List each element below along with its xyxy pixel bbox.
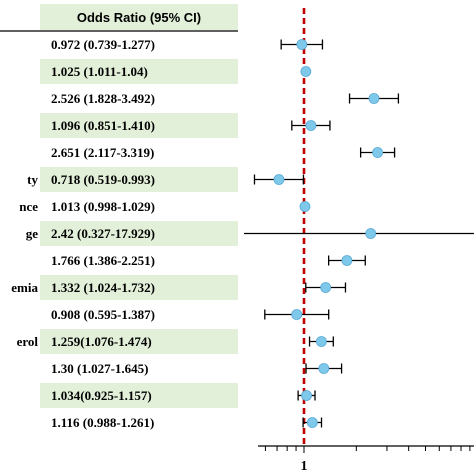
- variable-label: ty: [27, 172, 38, 187]
- plot-area: [244, 8, 474, 444]
- point-estimate: [368, 93, 380, 104]
- point-estimate: [305, 120, 317, 131]
- point-estimate: [318, 363, 330, 374]
- point-estimate: [273, 174, 285, 185]
- odds-ratio-label: 0.718 (0.519-0.993): [51, 172, 155, 187]
- variable-label: ge: [26, 226, 39, 241]
- row-band: [40, 383, 238, 408]
- x-tick-label: 1: [301, 459, 308, 474]
- odds-ratio-label: 1.259(1.076-1.474): [51, 334, 152, 349]
- point-estimate: [300, 66, 312, 77]
- table-header: Odds Ratio (95% CI): [77, 10, 201, 25]
- point-estimate: [296, 39, 308, 50]
- odds-ratio-label: 1.013 (0.998-1.029): [51, 199, 155, 214]
- odds-ratio-label: 2.42 (0.327-17.929): [51, 226, 155, 241]
- point-estimate: [306, 417, 318, 428]
- variable-label: emia: [11, 280, 38, 295]
- row-band: [40, 329, 238, 354]
- odds-ratio-label: 1.096 (0.851-1.410): [51, 118, 155, 133]
- variable-label: nce: [19, 199, 38, 214]
- header-band: [40, 4, 238, 30]
- odds-ratio-label: 0.908 (0.595-1.387): [51, 307, 155, 322]
- point-estimate: [291, 309, 303, 320]
- row-band: [40, 221, 238, 246]
- row-band: [40, 113, 238, 138]
- point-estimate: [299, 201, 311, 212]
- point-estimate: [301, 390, 312, 401]
- odds-ratio-label: 1.034(0.925-1.157): [51, 388, 152, 403]
- point-estimate: [365, 228, 377, 239]
- row-band: [40, 59, 238, 84]
- odds-ratio-column: 0.972 (0.739-1.277) 1.025 (1.011-1.04) 2.5…: [51, 37, 155, 430]
- odds-ratio-label: 1.30 (1.027-1.645): [51, 361, 149, 376]
- row-band: [40, 275, 238, 300]
- odds-ratio-label: 1.332 (1.024-1.732): [51, 280, 155, 295]
- odds-ratio-label: 1.766 (1.386-2.251): [51, 253, 155, 268]
- variable-label: erol: [17, 334, 39, 349]
- odds-ratio-label: 0.972 (0.739-1.277): [51, 37, 155, 52]
- point-estimate: [320, 282, 332, 293]
- point-estimate: [315, 336, 327, 347]
- odds-ratio-label: 1.116 (0.988-1.261): [51, 415, 154, 430]
- point-estimate: [372, 147, 384, 158]
- odds-ratio-label: 2.651 (2.117-3.319): [51, 145, 154, 160]
- odds-ratio-label: 1.025 (1.011-1.04): [51, 64, 148, 79]
- x-axis: 1: [258, 445, 474, 474]
- odds-ratio-label: 2.526 (1.828-3.492): [51, 91, 155, 106]
- point-estimate: [341, 255, 353, 266]
- variable-labels: ty nce ge emia erol: [11, 172, 38, 349]
- row-band: [40, 167, 238, 192]
- row-bands: [40, 59, 238, 408]
